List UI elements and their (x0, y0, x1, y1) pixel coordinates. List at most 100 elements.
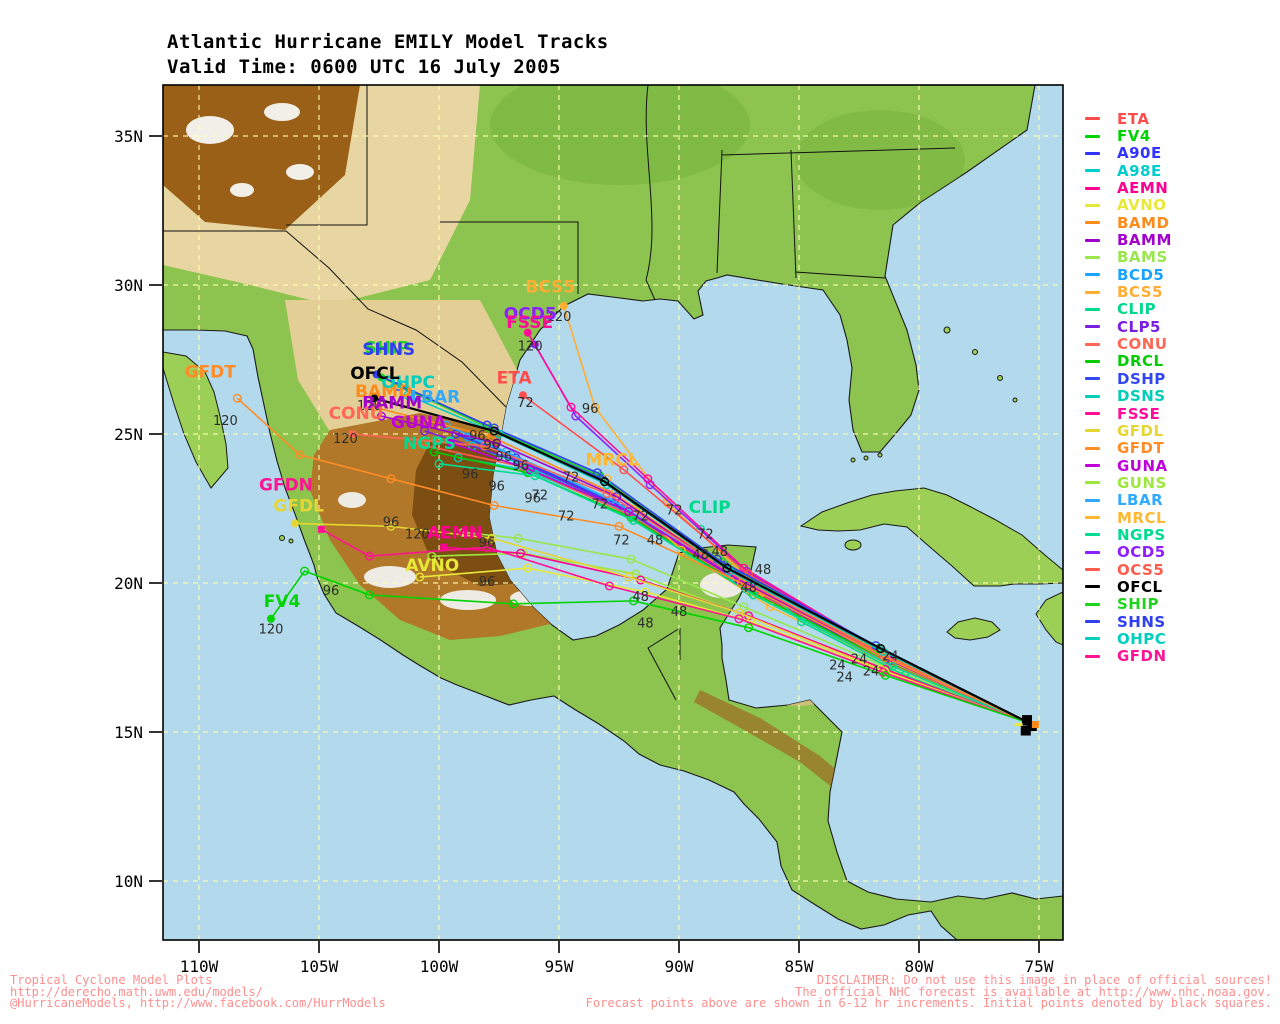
legend-swatch-DRCL (1085, 359, 1100, 363)
hour-label-120: 120 (357, 399, 382, 414)
island-jamaica (946, 617, 1001, 641)
legend-label-MRCL: MRCL (1117, 508, 1167, 527)
track-NGPS (434, 459, 1030, 724)
hour-label-96: 96 (582, 402, 599, 417)
hour-label-120: 120 (518, 340, 543, 355)
map-label-GFDN: GFDN (259, 476, 313, 496)
legend-swatch-GUNA (1085, 464, 1100, 468)
hour-label-48: 48 (637, 617, 654, 632)
legend-label-FSSE: FSSE (1117, 404, 1161, 423)
hour-label-48: 48 (692, 548, 709, 563)
endpoint-OFCL (370, 394, 379, 403)
legend-swatch-OCD5 (1085, 550, 1100, 554)
waypoint-BAMS (513, 533, 523, 543)
hour-label-24: 24 (851, 652, 868, 667)
waypoint-NGPS (628, 515, 638, 525)
title-line1: Atlantic Hurricane EMILY Model Tracks (167, 31, 609, 53)
initial-point-yellow-dash (1014, 723, 1023, 727)
legend-item-OHPC: OHPC (1085, 629, 1275, 648)
legend-item-A90E: A90E (1085, 144, 1275, 162)
legend-item-DSHP: DSHP (1085, 370, 1275, 388)
legend-item-BAMM: BAMM (1085, 231, 1275, 249)
waypoint-BAMS (739, 602, 749, 612)
axis-label-95W: 95W (545, 957, 574, 976)
hour-label-96: 96 (323, 584, 340, 599)
legend-swatch-GFDN (1085, 654, 1100, 658)
legend-swatch-DSHP (1085, 377, 1100, 381)
waypoint-OFCL (600, 477, 610, 487)
legend-swatch-A90E (1085, 151, 1100, 155)
initial-point-square (1022, 715, 1032, 726)
legend-swatch-MRCL (1085, 516, 1100, 520)
track-line-FV4 (270, 570, 1030, 724)
legend-swatch-LBAR (1085, 498, 1100, 502)
axis-label-25N: 25N (114, 425, 143, 444)
waypoint-GFDL (386, 521, 396, 531)
legend-item-CLIP: CLIP (1085, 300, 1275, 318)
initial-point-square (1026, 721, 1037, 732)
footer-left-2: http://derecho.math.uwm.edu/models/ (10, 984, 263, 999)
footer-row-2: http://derecho.math.uwm.edu/models/The o… (0, 984, 1272, 999)
axis-label-85W: 85W (785, 957, 814, 976)
hour-label-72: 72 (632, 509, 649, 524)
track-OFCL (370, 394, 1030, 725)
waypoint-GUNS (427, 551, 437, 561)
waypoint-BAMM (376, 411, 386, 421)
legend-item-A98E: A98E (1085, 162, 1275, 180)
waypoint-ETA (619, 465, 629, 475)
legend-label-OCD5: OCD5 (1117, 543, 1166, 562)
waypoint-FSSE (739, 563, 749, 573)
hour-label-120: 120 (333, 432, 358, 447)
island-hispaniola (1035, 591, 1063, 646)
legend-swatch-SHIP (1085, 602, 1100, 606)
legend-swatch-OCS5 (1085, 568, 1100, 572)
endpoint-CONU (349, 430, 357, 438)
waypoint-BAMS (458, 527, 468, 537)
hour-label-96: 96 (488, 480, 505, 495)
legend-item-BAMS: BAMS (1085, 248, 1275, 267)
island-baja (163, 351, 229, 489)
legend-item-CONU: CONU (1085, 335, 1275, 353)
map-label-CONU: CONU (329, 404, 384, 424)
island-juventud (844, 539, 862, 551)
waypoint-OFCL (876, 644, 886, 654)
hour-label-48: 48 (740, 581, 757, 596)
legend-swatch-CLIP (1085, 307, 1100, 311)
legend-swatch-NGPS (1085, 533, 1100, 537)
axis-label-10N: 10N (114, 872, 143, 891)
hour-label-96: 96 (383, 515, 400, 530)
legend-label-SHIP: SHIP (1117, 595, 1159, 614)
map-label-OFCL: OFCL (350, 364, 400, 384)
legend-label-OHPC: OHPC (1117, 629, 1167, 648)
legend-label-AEMN: AEMN (1117, 179, 1169, 198)
legend-swatch-CLP5 (1085, 325, 1100, 329)
legend-swatch-DSNS (1085, 394, 1100, 398)
legend-item-BCS5: BCS5 (1085, 283, 1275, 301)
waypoint-BAMD (369, 402, 379, 412)
hour-label-96: 96 (479, 575, 496, 590)
hour-label-24: 24 (836, 670, 853, 685)
legend-item-DRCL: DRCL (1085, 352, 1275, 370)
legend-item-OCS5: OCS5 (1085, 561, 1275, 579)
map-label-SHIP: SHIP (365, 339, 410, 359)
waypoint-GFDT (295, 450, 305, 460)
axis-label-15N: 15N (114, 723, 143, 742)
initial-point-square (1020, 725, 1031, 736)
legend-label-BAMS: BAMS (1117, 248, 1168, 267)
waypoint-CONU (602, 489, 612, 499)
track-GFDT (232, 393, 1030, 724)
hour-label-96: 96 (496, 450, 513, 465)
map-label-OCD5: OCD5 (504, 304, 557, 324)
waypoint-AVNO (523, 563, 533, 573)
track-line-CONU (352, 433, 1030, 724)
waypoint-FV4 (364, 590, 374, 600)
initial-point-orange (1031, 721, 1039, 729)
hour-label-96: 96 (484, 438, 501, 453)
legend-item-GFDN: GFDN (1085, 647, 1275, 665)
hour-label-24: 24 (863, 664, 880, 679)
legend-swatch-CONU (1085, 342, 1100, 346)
waypoint-GFDL (624, 572, 634, 582)
waypoint-GFDN (604, 581, 614, 591)
model-tracks (232, 301, 1030, 725)
